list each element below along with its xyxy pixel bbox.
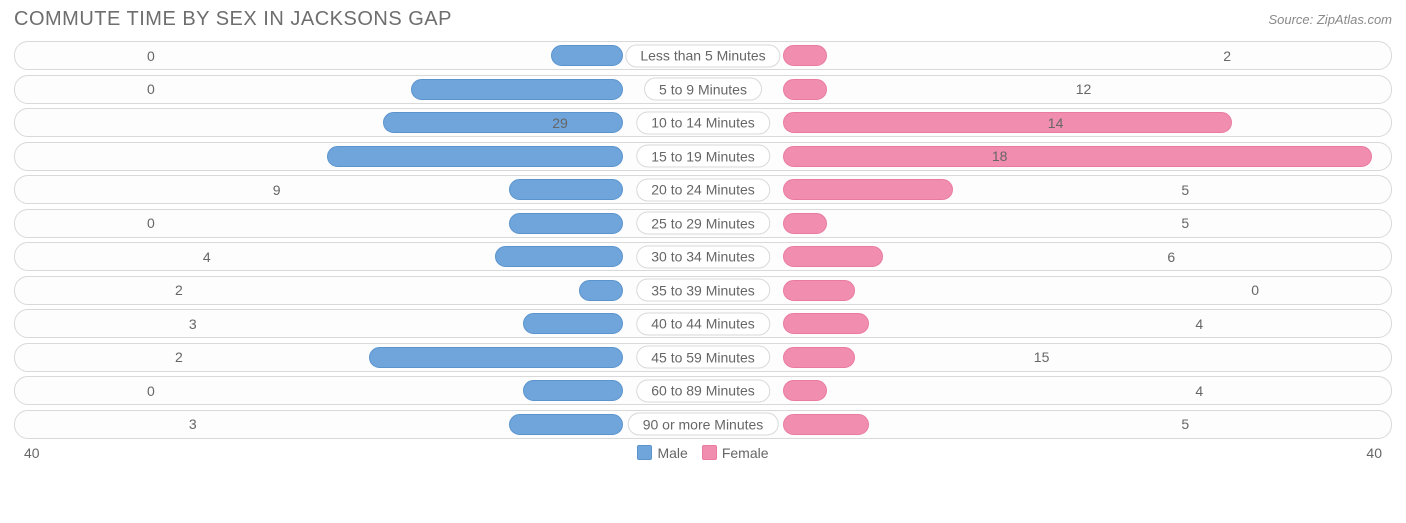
category-label: Less than 5 Minutes <box>625 44 780 67</box>
category-label: 30 to 34 Minutes <box>636 245 770 268</box>
chart-row: 4 3 40 to 44 Minutes <box>14 309 1392 338</box>
bar-female <box>783 280 855 301</box>
value-female: 3 <box>189 416 197 432</box>
bar-female <box>783 246 883 267</box>
category-label: 5 to 9 Minutes <box>644 78 762 101</box>
category-label: 25 to 29 Minutes <box>636 212 770 235</box>
bar-male <box>495 246 623 267</box>
value-male: 5 <box>1181 215 1189 231</box>
category-label: 10 to 14 Minutes <box>636 111 770 134</box>
bar-male <box>327 146 623 167</box>
bar-male <box>509 179 623 200</box>
chart-row: 5 0 25 to 29 Minutes <box>14 209 1392 238</box>
category-label: 90 or more Minutes <box>628 413 779 436</box>
chart-header: COMMUTE TIME BY SEX IN JACKSONS GAP Sour… <box>0 0 1406 35</box>
legend-swatch-female <box>702 445 717 460</box>
bar-male <box>523 313 623 334</box>
bar-female <box>783 45 827 66</box>
bar-female <box>783 414 869 435</box>
value-female: 4 <box>203 249 211 265</box>
chart-row: 14 29 10 to 14 Minutes <box>14 108 1392 137</box>
legend-item-male: Male <box>637 445 687 461</box>
bar-female <box>783 79 827 100</box>
value-male: 18 <box>992 148 1008 164</box>
chart-footer: 40 Male Female 40 <box>0 443 1406 461</box>
value-female: 2 <box>175 349 183 365</box>
value-female: 3 <box>189 316 197 332</box>
bar-male <box>509 414 623 435</box>
value-female: 0 <box>147 215 155 231</box>
chart-row: 15 2 45 to 59 Minutes <box>14 343 1392 372</box>
category-label: 35 to 39 Minutes <box>636 279 770 302</box>
chart-row: 2 0 Less than 5 Minutes <box>14 41 1392 70</box>
axis-max-right: 40 <box>1366 445 1382 461</box>
category-label: 40 to 44 Minutes <box>636 312 770 335</box>
chart-row: 0 2 35 to 39 Minutes <box>14 276 1392 305</box>
chart-area: 2 0 Less than 5 Minutes 12 0 5 to 9 Minutes 14… <box>0 35 1406 439</box>
value-male: 15 <box>1034 349 1050 365</box>
bar-female <box>783 213 827 234</box>
value-female: 9 <box>273 182 281 198</box>
value-female: 0 <box>147 48 155 64</box>
value-male: 12 <box>1076 81 1092 97</box>
chart-row: 4 0 60 to 89 Minutes <box>14 376 1392 405</box>
legend-swatch-male <box>637 445 652 460</box>
legend-label-male: Male <box>657 445 687 461</box>
chart-row: 5 9 20 to 24 Minutes <box>14 175 1392 204</box>
value-male: 14 <box>1048 115 1064 131</box>
bar-male <box>369 347 623 368</box>
axis-max-left: 40 <box>24 445 40 461</box>
chart-source: Source: ZipAtlas.com <box>1268 12 1392 27</box>
chart-title: COMMUTE TIME BY SEX IN JACKSONS GAP <box>14 8 452 31</box>
value-male: 5 <box>1181 416 1189 432</box>
bar-male <box>579 280 623 301</box>
value-male: 4 <box>1195 316 1203 332</box>
legend: Male Female <box>637 445 768 461</box>
bar-male <box>383 112 623 133</box>
category-label: 60 to 89 Minutes <box>636 379 770 402</box>
chart-row: 6 4 30 to 34 Minutes <box>14 242 1392 271</box>
bar-male <box>509 213 623 234</box>
value-female: 29 <box>552 115 568 131</box>
chart-row: 183915 to 19 Minutes <box>14 142 1392 171</box>
category-label: 15 to 19 Minutes <box>636 145 770 168</box>
bar-female <box>783 146 1372 167</box>
value-male: 5 <box>1181 182 1189 198</box>
value-male: 2 <box>1223 48 1231 64</box>
legend-item-female: Female <box>702 445 769 461</box>
chart-row: 5 3 90 or more Minutes <box>14 410 1392 439</box>
category-label: 20 to 24 Minutes <box>636 178 770 201</box>
bar-female <box>783 313 869 334</box>
chart-row: 12 0 5 to 9 Minutes <box>14 75 1392 104</box>
value-female: 0 <box>147 383 155 399</box>
value-female: 2 <box>175 282 183 298</box>
value-male: 6 <box>1167 249 1175 265</box>
value-male: 0 <box>1251 282 1259 298</box>
bar-male <box>523 380 623 401</box>
value-male: 4 <box>1195 383 1203 399</box>
bar-female <box>783 179 953 200</box>
bar-male <box>551 45 623 66</box>
bar-male <box>411 79 623 100</box>
bar-female <box>783 112 1232 133</box>
value-female: 0 <box>147 81 155 97</box>
bar-female <box>783 347 855 368</box>
category-label: 45 to 59 Minutes <box>636 346 770 369</box>
legend-label-female: Female <box>722 445 769 461</box>
bar-female <box>783 380 827 401</box>
